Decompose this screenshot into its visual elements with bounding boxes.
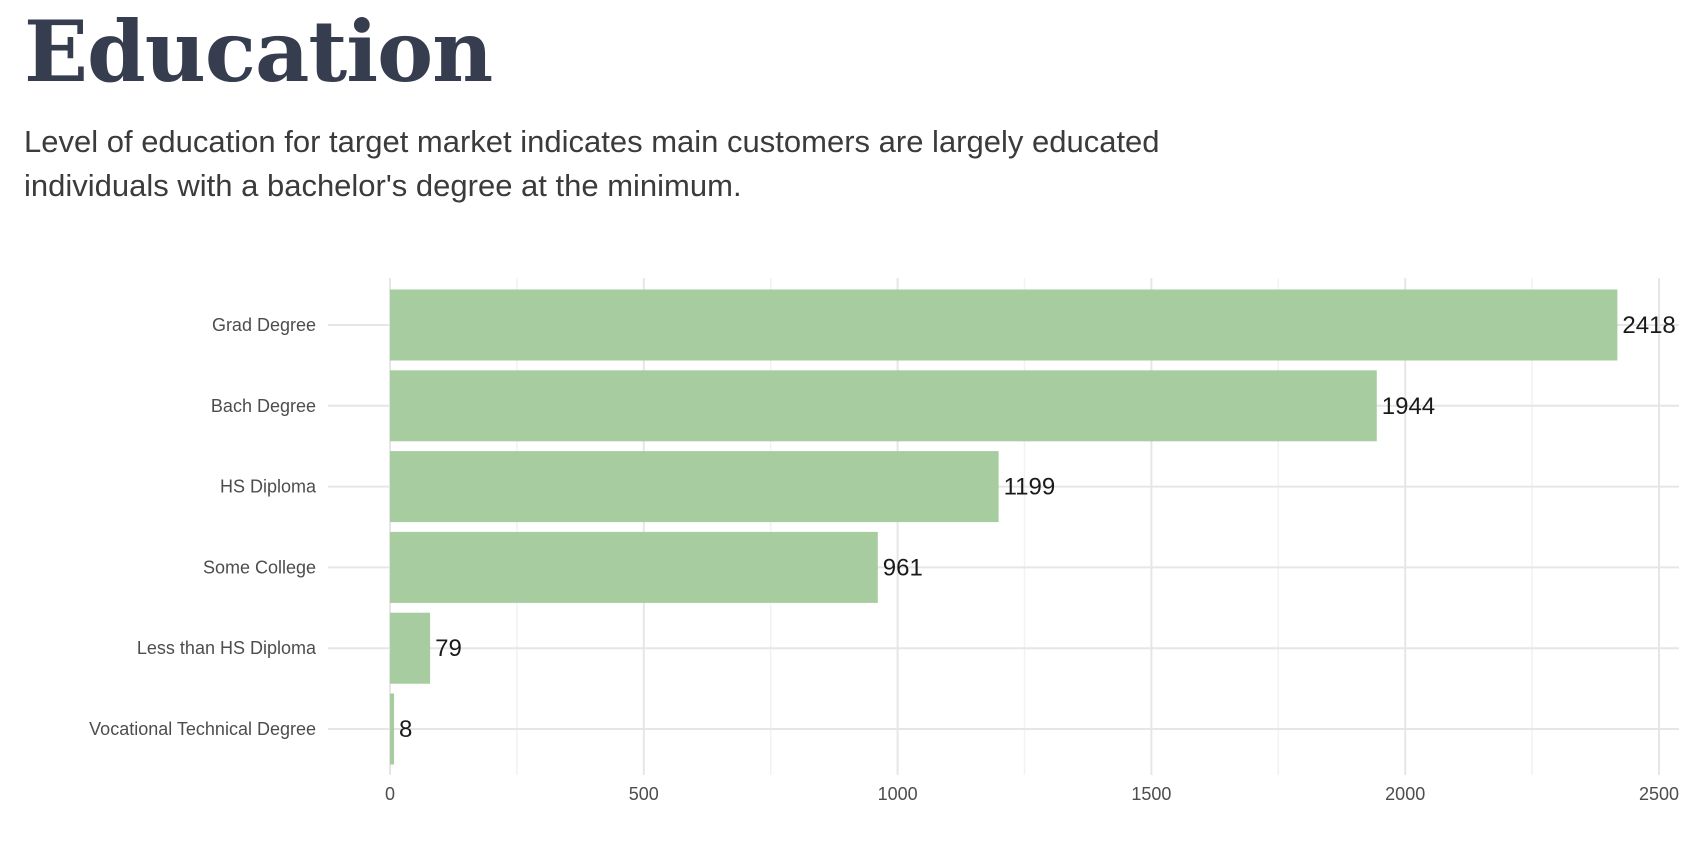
labels: Grad Degree 2418 Bach Degree 1944 HS Diploma… xyxy=(89,312,1679,804)
data-label: 8 xyxy=(399,716,412,743)
data-label: 1199 xyxy=(1004,474,1056,501)
page-subtitle: Level of education for target market ind… xyxy=(24,124,1160,203)
x-tick-label: 0 xyxy=(385,784,395,804)
bar xyxy=(390,693,395,765)
bar xyxy=(390,370,1377,442)
category-label: HS Diploma xyxy=(220,477,317,497)
data-label: 961 xyxy=(883,554,923,581)
bar xyxy=(390,289,1618,361)
bar xyxy=(390,612,431,684)
category-label: Grad Degree xyxy=(212,315,316,335)
bars xyxy=(390,289,1618,765)
category-label: Vocational Technical Degree xyxy=(89,719,316,739)
category-label: Some College xyxy=(203,557,316,577)
bar xyxy=(390,451,999,523)
data-label: 1944 xyxy=(1382,393,1435,420)
data-label: 79 xyxy=(435,635,462,662)
x-tick-label: 2500 xyxy=(1639,784,1679,804)
bar xyxy=(390,531,878,603)
x-tick-label: 500 xyxy=(629,784,659,804)
x-tick-label: 1000 xyxy=(878,784,918,804)
category-label: Less than HS Diploma xyxy=(137,638,317,658)
data-label: 2418 xyxy=(1622,312,1675,339)
x-tick-label: 1500 xyxy=(1131,784,1171,804)
x-tick-label: 2000 xyxy=(1385,784,1425,804)
category-label: Bach Degree xyxy=(211,396,316,416)
page-title: Education xyxy=(24,2,493,101)
